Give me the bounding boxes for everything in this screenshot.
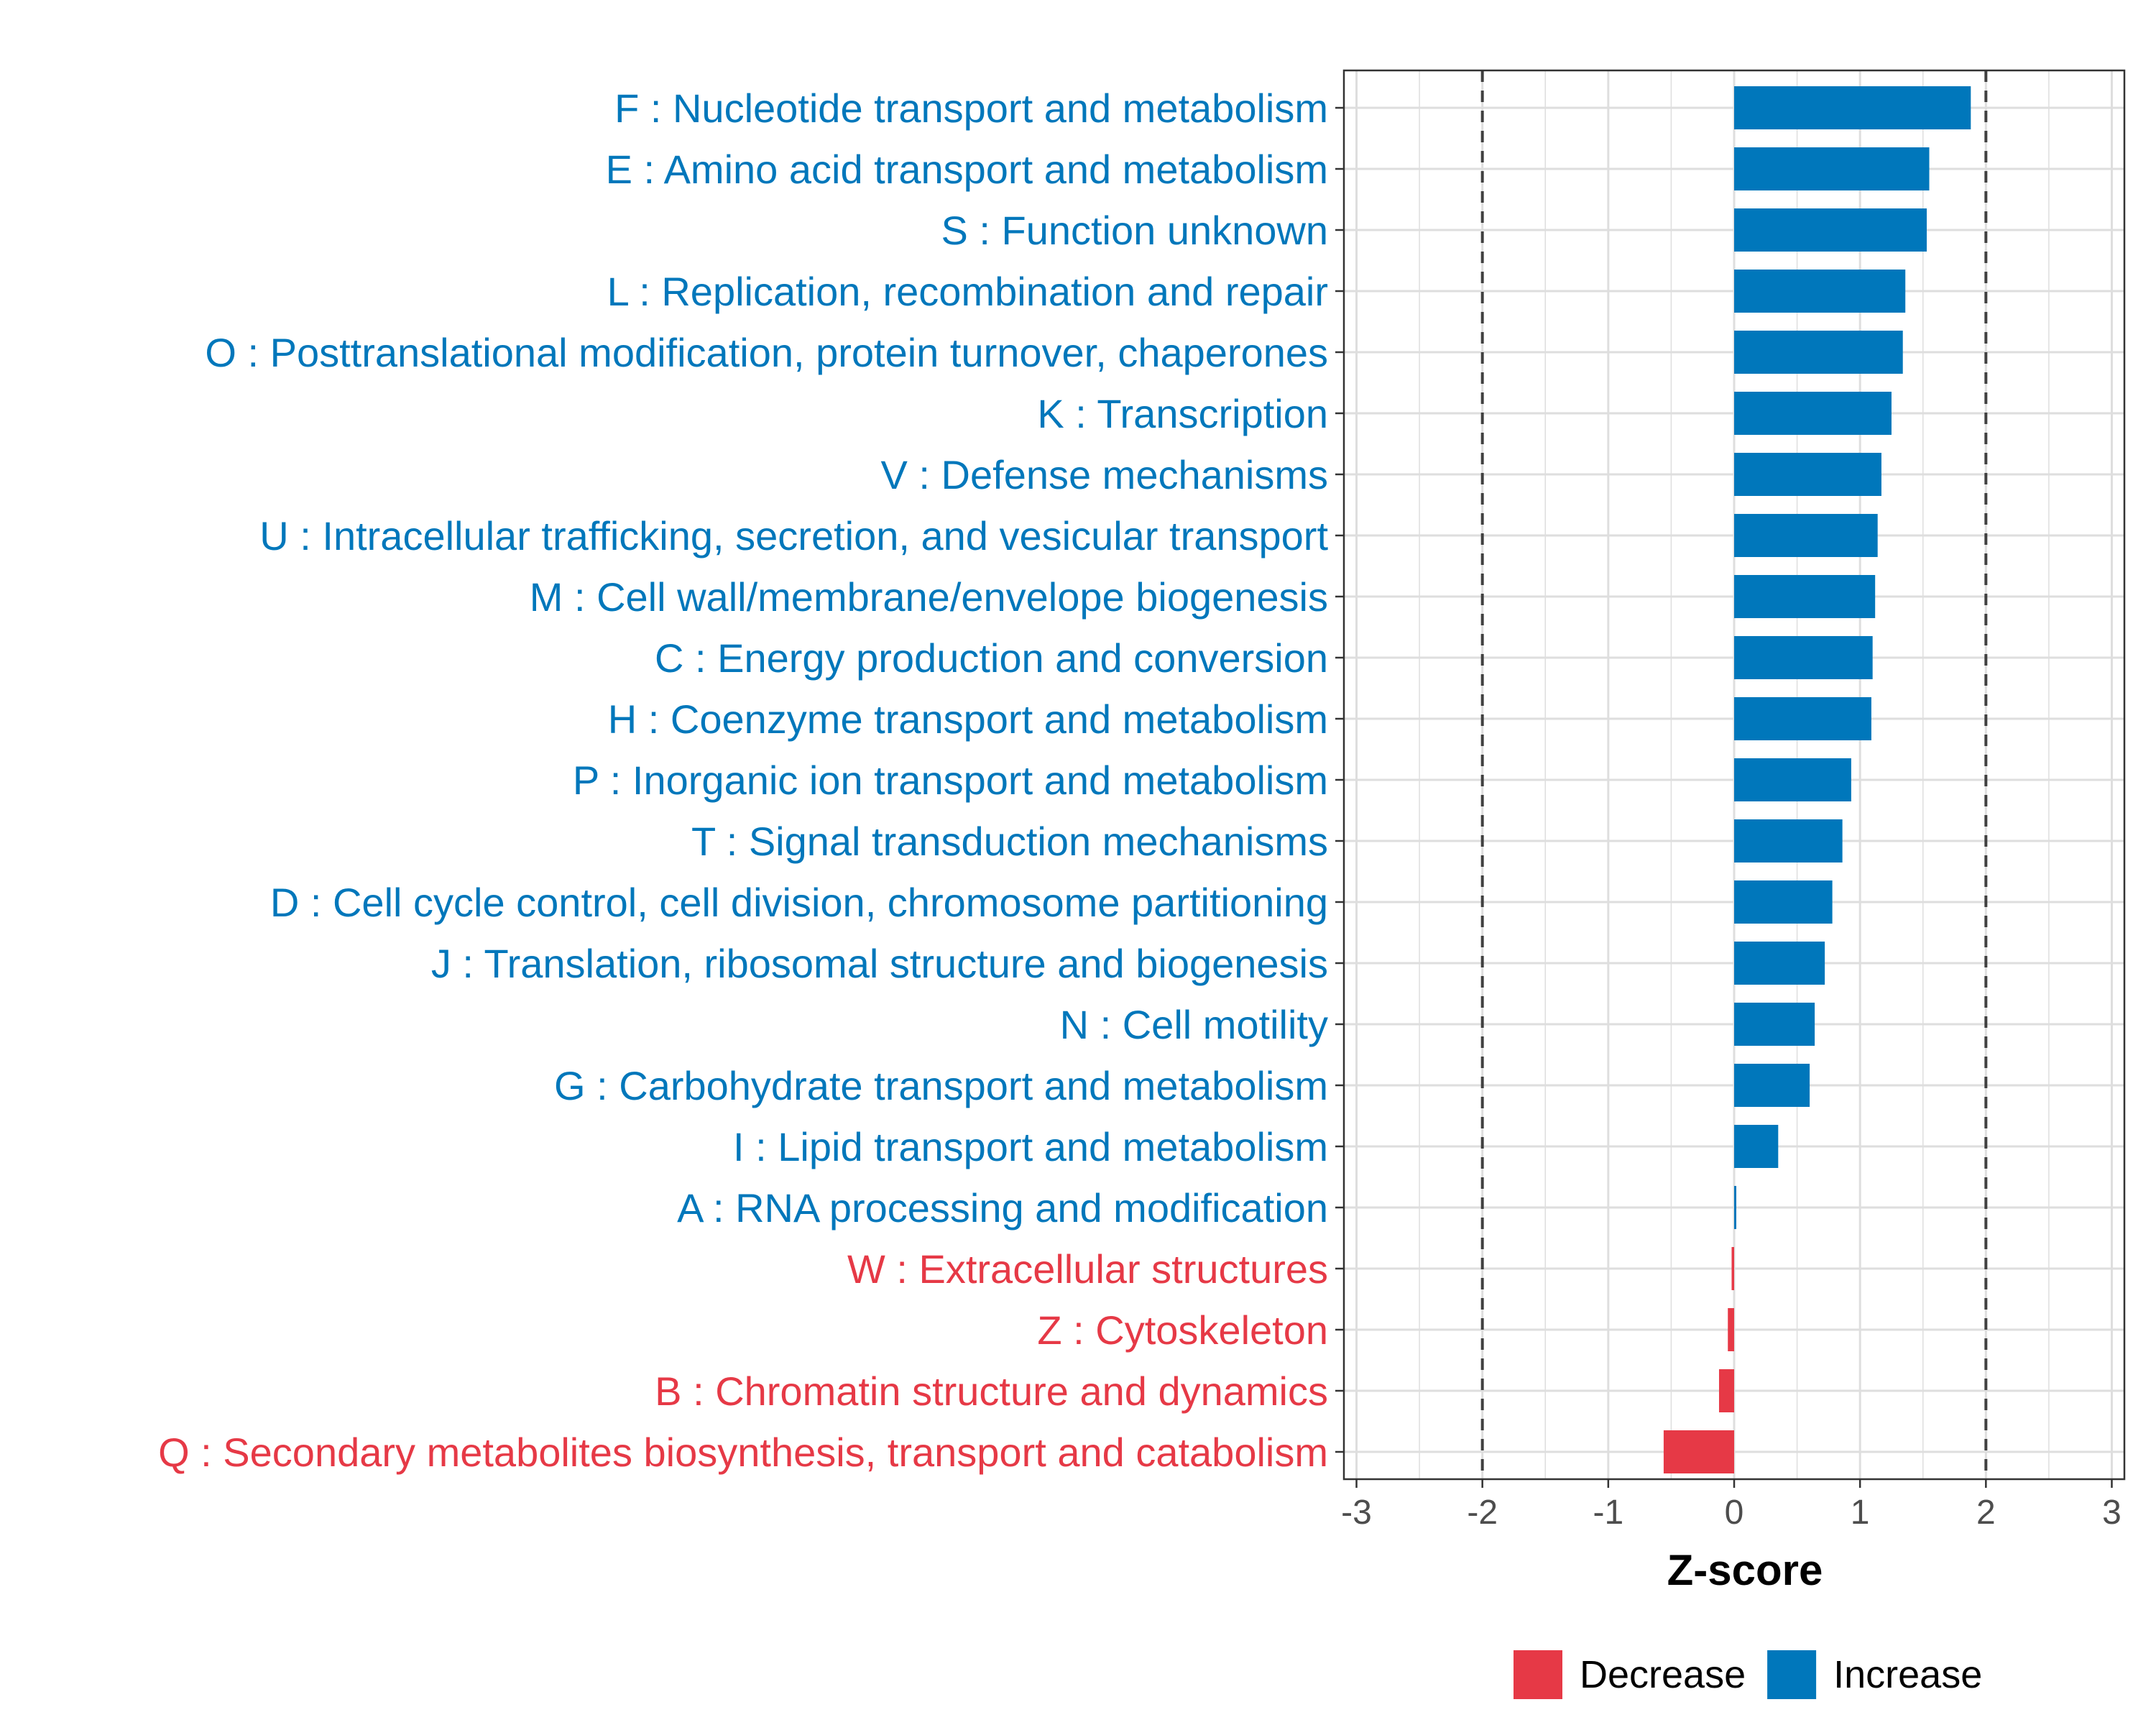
category-label: W : Extracellular structures <box>847 1246 1328 1292</box>
bars <box>1663 86 1971 1473</box>
bar <box>1734 453 1881 496</box>
category-label: T : Signal transduction mechanisms <box>691 819 1328 864</box>
x-tick-label: -2 <box>1467 1494 1498 1532</box>
bar <box>1734 942 1825 985</box>
bar <box>1734 1003 1815 1046</box>
category-label: C : Energy production and conversion <box>655 635 1328 681</box>
category-label: D : Cell cycle control, cell division, c… <box>270 880 1328 925</box>
category-label: J : Translation, ribosomal structure and… <box>431 941 1328 986</box>
category-label: U : Intracellular trafficking, secretion… <box>259 513 1328 558</box>
bar <box>1734 331 1903 374</box>
bar <box>1734 270 1906 313</box>
category-label: F : Nucleotide transport and metabolism <box>614 86 1328 131</box>
x-tick-label: -3 <box>1341 1494 1372 1532</box>
bar <box>1734 1186 1736 1229</box>
bar <box>1734 392 1892 435</box>
category-label: H : Coenzyme transport and metabolism <box>608 696 1328 742</box>
category-label: O : Posttranslational modification, prot… <box>205 330 1328 375</box>
category-label: E : Amino acid transport and metabolism <box>606 147 1328 192</box>
legend: Decrease Increase <box>1514 1650 1982 1699</box>
bar <box>1734 514 1878 557</box>
legend-label: Increase <box>1833 1653 1982 1696</box>
legend-label: Decrease <box>1580 1653 1746 1696</box>
legend-key <box>1767 1650 1817 1699</box>
x-axis-title: Z-score <box>1667 1546 1823 1594</box>
category-label: L : Replication, recombination and repai… <box>607 269 1328 314</box>
reference-lines <box>1480 70 1988 1479</box>
x-tick-label: 0 <box>1725 1494 1744 1532</box>
bar <box>1728 1308 1734 1351</box>
x-tick-label: -1 <box>1593 1494 1623 1532</box>
category-label: G : Carbohydrate transport and metabolis… <box>554 1063 1328 1108</box>
bar <box>1734 758 1851 801</box>
bar <box>1734 1064 1810 1107</box>
bar <box>1718 1369 1734 1412</box>
category-label: M : Cell wall/membrane/envelope biogenes… <box>530 574 1328 620</box>
category-label: S : Function unknown <box>941 208 1328 253</box>
x-tick-label: 2 <box>1976 1494 1996 1532</box>
bar <box>1734 147 1930 190</box>
x-tick-label: 1 <box>1851 1494 1870 1532</box>
category-label: K : Transcription <box>1037 391 1328 436</box>
x-axis-ticks: -3 -2 -1 0 1 2 3 <box>1341 1479 2122 1532</box>
category-label: V : Defense mechanisms <box>881 452 1328 497</box>
x-tick-label: 3 <box>2102 1494 2122 1532</box>
category-label: P : Inorganic ion transport and metaboli… <box>573 758 1328 803</box>
legend-key <box>1514 1650 1562 1699</box>
bar <box>1731 1247 1734 1290</box>
bar <box>1734 575 1876 618</box>
bar <box>1663 1430 1734 1473</box>
category-label: Q : Secondary metabolites biosynthesis, … <box>158 1430 1328 1475</box>
bar <box>1734 697 1871 740</box>
y-axis-ticks: F : Nucleotide transport and metabolism E… <box>158 86 1344 1475</box>
bar <box>1734 86 1971 129</box>
bar <box>1734 1125 1779 1168</box>
category-label: I : Lipid transport and metabolism <box>733 1124 1328 1169</box>
bar <box>1734 208 1927 252</box>
bar <box>1734 636 1873 679</box>
category-label: N : Cell motility <box>1060 1002 1328 1047</box>
category-label: Z : Cytoskeleton <box>1037 1307 1328 1353</box>
bar <box>1734 819 1843 862</box>
bar <box>1734 880 1833 924</box>
category-label: B : Chromatin structure and dynamics <box>655 1368 1328 1414</box>
category-label: A : RNA processing and modification <box>677 1185 1328 1230</box>
